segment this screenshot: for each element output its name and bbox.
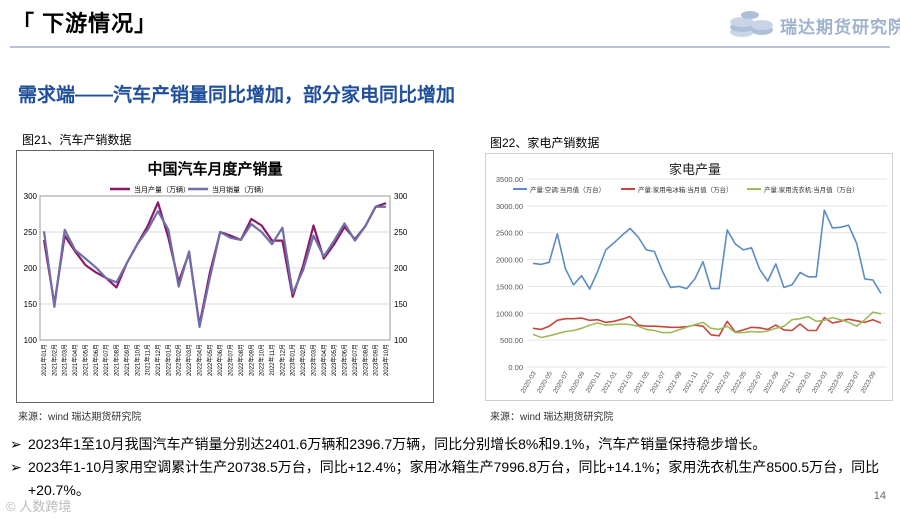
y-tick-label: 0.00	[508, 363, 523, 372]
x-tick-label: 2021年02月	[50, 344, 58, 376]
x-tick-label: 2022年06月	[216, 344, 224, 376]
bullet-text: 2023年1-10月家用空调累计生产20738.5万台，同比+12.4%；家用冰…	[28, 459, 880, 498]
y-tick-label: 1500.00	[496, 282, 523, 291]
y-tick-label-right: 150	[394, 300, 408, 309]
x-tick-label: 2023年10月	[382, 344, 390, 376]
x-tick-label: 2022年02月	[175, 344, 183, 376]
car-chart: 中国汽车月度产销量 100 100 150 150 200 200 250 250 300 300 2…	[16, 150, 434, 403]
figure-caption-car: 图21、汽车产销数据	[22, 133, 132, 147]
bullet-item: ➢ 2023年1至10月我国汽车产销量分别达2401.6万辆和2396.7万辆，…	[10, 433, 890, 456]
y-tick-label: 500.00	[500, 336, 523, 345]
car-chart-svg: 中国汽车月度产销量 100 100 150 150 200 200 250 250 300 300 2…	[16, 150, 434, 403]
chart-title: 中国汽车月度产销量	[147, 160, 282, 178]
x-tick-label: 2022年11月	[268, 344, 276, 376]
y-tick-label: 2000.00	[496, 256, 523, 265]
legend-label: 产量:家用洗衣机:当月值（万台）	[764, 185, 859, 194]
y-tick-label: 3500.00	[496, 175, 523, 184]
x-tick-label: 2022年09月	[247, 344, 255, 376]
figure-caption-appliance: 图22、家电产销数据	[490, 136, 600, 150]
x-tick-label: 2021年01月	[40, 344, 48, 376]
y-tick-label-left: 100	[24, 336, 38, 345]
x-tick-label: 2021年04月	[71, 344, 79, 376]
y-tick-label-left: 250	[24, 228, 38, 237]
slide-title: 「 下游情况」	[12, 11, 158, 36]
chart-border	[485, 153, 893, 401]
x-tick-label: 2023年01月	[289, 344, 297, 376]
y-tick-label: 3000.00	[496, 202, 523, 211]
x-tick-label: 2022年05月	[206, 344, 214, 376]
appliance-chart: 家电产量 0.00 500.00 1000.00 1500.00 2000.00 2500.…	[485, 153, 893, 401]
x-tick-label: 2023年05月	[330, 344, 338, 376]
series-line	[42, 205, 386, 329]
x-tick-label: 2021年12月	[154, 344, 162, 376]
header-divider	[10, 46, 890, 48]
x-tick-label: 2021年03月	[61, 344, 69, 376]
x-tick-label: 2022年07月	[227, 344, 235, 376]
x-tick-label: 2021年09月	[123, 344, 131, 376]
legend-label: 产量:家用电冰箱:当月值（万台）	[638, 185, 733, 194]
legend-label: 当月销量（万辆）	[212, 185, 268, 194]
x-tick-label: 2022年10月	[258, 344, 266, 376]
legend-label: 产量:空调:当月值（万台）	[530, 185, 605, 194]
coins-icon	[730, 11, 773, 37]
page-number: 14	[873, 490, 886, 502]
x-tick-label: 2023年09月	[372, 344, 380, 376]
y-tick-label-left: 300	[24, 192, 38, 201]
x-tick-label: 2021年08月	[113, 344, 121, 376]
y-tick-label-right: 200	[394, 264, 408, 273]
y-tick-label-right: 250	[394, 228, 408, 237]
slide-subtitle: 需求端——汽车产销量同比增加，部分家电同比增加	[18, 85, 456, 106]
x-tick-label: 2023年03月	[309, 344, 317, 376]
y-tick-label-left: 150	[24, 300, 38, 309]
bullet-text: 2023年1至10月我国汽车产销量分别达2401.6万辆和2396.7万辆，同比…	[28, 436, 767, 452]
x-tick-label: 2023年04月	[320, 344, 328, 376]
appliance-chart-svg: 家电产量 0.00 500.00 1000.00 1500.00 2000.00 2500.…	[485, 153, 893, 401]
x-tick-label: 2021年10月	[133, 344, 141, 376]
x-tick-label: 2022年01月	[164, 344, 172, 376]
watermark: © 人数跨境	[6, 499, 72, 514]
x-tick-label: 2021年07月	[102, 344, 110, 376]
y-tick-label: 2500.00	[496, 229, 523, 238]
x-tick-label: 2021年05月	[81, 344, 89, 376]
source-appliance: 来源：wind 瑞达期货研究院	[490, 412, 614, 423]
x-tick-label: 2023年02月	[299, 344, 307, 376]
x-tick-label: 2023年07月	[351, 344, 359, 376]
logo-text: 瑞达期货研究院	[780, 18, 900, 37]
source-car: 来源：wind 瑞达期货研究院	[18, 412, 142, 423]
x-tick-label: 2022年04月	[195, 344, 203, 376]
x-tick-label: 2022年08月	[237, 344, 245, 376]
x-tick-label: 2023年08月	[361, 344, 369, 376]
chart-border	[16, 150, 434, 403]
y-tick-label-right: 300	[394, 192, 408, 201]
y-tick-label-left: 200	[24, 264, 38, 273]
legend-label: 当月产量（万辆）	[134, 185, 190, 194]
arrow-bullet-icon: ➢	[10, 436, 22, 452]
series-line	[532, 209, 882, 294]
bullet-list: ➢ 2023年1至10月我国汽车产销量分别达2401.6万辆和2396.7万辆，…	[10, 433, 890, 502]
y-tick-label: 1000.00	[496, 309, 523, 318]
logo: 瑞达期货研究院	[728, 6, 900, 40]
x-tick-label: 2023年06月	[341, 344, 349, 376]
arrow-bullet-icon: ➢	[10, 459, 22, 475]
x-tick-label: 2022年03月	[185, 344, 193, 376]
x-tick-label: 2021年11月	[144, 344, 152, 376]
plot-area	[39, 195, 391, 341]
x-tick-label: 2021年06月	[92, 344, 100, 376]
x-tick-label: 2022年12月	[278, 344, 286, 376]
y-tick-label-right: 100	[394, 336, 408, 345]
chart-title: 家电产量	[669, 162, 721, 177]
series-line	[532, 311, 882, 339]
bullet-item: ➢ 2023年1-10月家用空调累计生产20738.5万台，同比+12.4%；家…	[10, 456, 890, 502]
